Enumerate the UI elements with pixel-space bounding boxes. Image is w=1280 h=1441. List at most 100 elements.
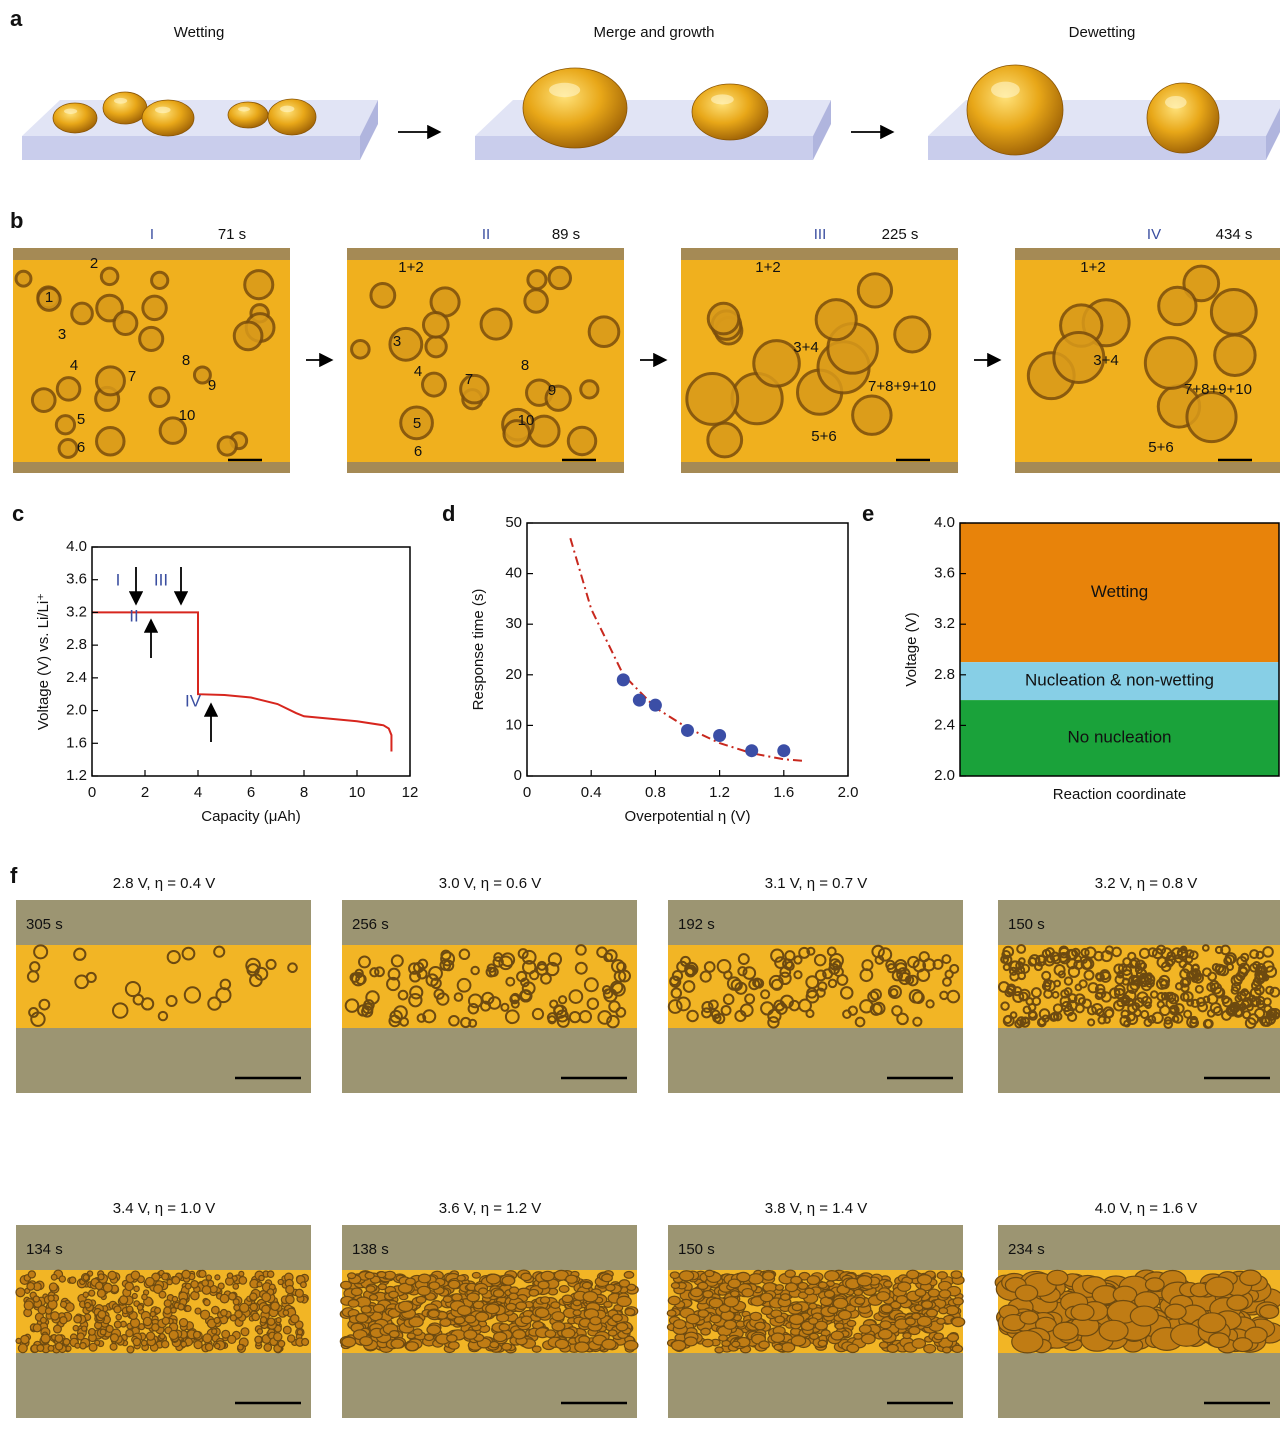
droplet bbox=[510, 992, 521, 1003]
droplet bbox=[289, 1313, 300, 1324]
droplet bbox=[666, 1309, 677, 1317]
droplet bbox=[911, 1338, 927, 1349]
droplet bbox=[877, 947, 893, 962]
droplet bbox=[1157, 285, 1198, 327]
droplet bbox=[791, 1303, 803, 1312]
droplet bbox=[742, 966, 757, 980]
x-axis-label: Overpotential η (V) bbox=[625, 808, 751, 825]
droplet bbox=[1019, 1310, 1039, 1325]
droplet bbox=[1002, 963, 1011, 972]
droplet bbox=[263, 1343, 273, 1352]
droplet bbox=[15, 1287, 26, 1298]
droplet bbox=[479, 307, 513, 341]
droplet bbox=[144, 1276, 155, 1287]
droplet bbox=[749, 1311, 763, 1322]
x-tick-label: 8 bbox=[300, 784, 308, 801]
droplet bbox=[615, 1322, 629, 1332]
droplet bbox=[1202, 995, 1211, 1004]
droplet bbox=[671, 969, 684, 982]
droplet bbox=[199, 1309, 211, 1320]
droplet bbox=[685, 1313, 701, 1325]
droplet bbox=[578, 1010, 593, 1024]
droplet bbox=[951, 1344, 964, 1354]
x-tick-label: 6 bbox=[247, 784, 255, 801]
droplet bbox=[48, 1282, 58, 1292]
droplet bbox=[1262, 946, 1274, 958]
droplet bbox=[1019, 963, 1031, 974]
droplet bbox=[492, 1289, 505, 1298]
droplet bbox=[1097, 1015, 1107, 1025]
droplet bbox=[788, 999, 801, 1012]
droplet bbox=[1099, 971, 1112, 983]
droplet bbox=[374, 966, 385, 978]
droplet bbox=[59, 1300, 68, 1309]
droplet bbox=[1124, 989, 1137, 1002]
droplet bbox=[814, 298, 858, 342]
droplet bbox=[1129, 979, 1141, 991]
y-axis-label: Voltage (V) vs. Li/Li⁺ bbox=[35, 593, 52, 730]
droplet bbox=[505, 976, 516, 987]
region bbox=[960, 662, 1279, 701]
droplet bbox=[938, 1289, 952, 1299]
droplet bbox=[386, 976, 401, 992]
droplet bbox=[1046, 1269, 1069, 1286]
droplet bbox=[942, 1346, 952, 1354]
droplet bbox=[362, 1002, 374, 1015]
droplet bbox=[1179, 945, 1188, 954]
droplet bbox=[1014, 1284, 1039, 1302]
droplet bbox=[55, 376, 82, 402]
droplet bbox=[867, 990, 880, 1003]
droplet bbox=[365, 1285, 376, 1293]
droplet bbox=[220, 1308, 228, 1317]
droplet bbox=[1084, 946, 1097, 959]
droplet bbox=[708, 999, 719, 1011]
droplet bbox=[842, 1009, 852, 1019]
droplet bbox=[933, 1332, 944, 1341]
droplet bbox=[517, 948, 529, 960]
stage-title: Wetting bbox=[174, 24, 225, 41]
droplet bbox=[730, 978, 743, 992]
droplet bbox=[1001, 949, 1011, 960]
droplet bbox=[760, 1001, 775, 1016]
droplet bbox=[504, 1009, 520, 1025]
droplet bbox=[889, 988, 899, 998]
droplet bbox=[498, 1323, 510, 1332]
droplet bbox=[97, 1273, 105, 1281]
droplet bbox=[788, 1313, 805, 1326]
x-tick-label: 10 bbox=[349, 784, 366, 801]
droplet bbox=[226, 1272, 234, 1279]
droplet bbox=[1065, 948, 1078, 961]
droplet bbox=[1119, 1015, 1132, 1027]
droplet bbox=[566, 425, 598, 457]
droplet bbox=[126, 1345, 135, 1354]
droplet bbox=[198, 1269, 207, 1279]
droplet bbox=[409, 970, 421, 983]
droplet bbox=[354, 968, 364, 979]
stage-annotation: III bbox=[154, 570, 168, 589]
droplet bbox=[105, 1324, 114, 1333]
droplet bbox=[1003, 1015, 1013, 1025]
droplet bbox=[778, 971, 792, 986]
droplet bbox=[109, 1342, 118, 1351]
droplet bbox=[397, 1282, 413, 1294]
droplet bbox=[672, 1319, 687, 1330]
droplet bbox=[213, 945, 226, 958]
condition-title: 3.1 V, η = 0.7 V bbox=[765, 875, 867, 892]
droplet bbox=[1201, 944, 1210, 952]
droplet bbox=[1214, 945, 1224, 955]
stage-label: III bbox=[814, 226, 827, 243]
y-axis-label: Response time (s) bbox=[470, 589, 487, 711]
droplet bbox=[412, 1328, 423, 1336]
droplet-label: 1 bbox=[45, 289, 53, 306]
droplet bbox=[779, 966, 792, 978]
electrode-edge bbox=[13, 462, 290, 473]
droplet bbox=[50, 1311, 60, 1321]
droplet bbox=[74, 1342, 81, 1349]
droplet bbox=[859, 999, 874, 1014]
time-label: 150 s bbox=[678, 1241, 715, 1258]
droplet bbox=[1016, 1016, 1027, 1027]
droplet bbox=[623, 1270, 635, 1279]
droplet bbox=[896, 1012, 909, 1026]
droplet bbox=[925, 999, 935, 1009]
condition-title: 3.4 V, η = 1.0 V bbox=[113, 1200, 215, 1217]
